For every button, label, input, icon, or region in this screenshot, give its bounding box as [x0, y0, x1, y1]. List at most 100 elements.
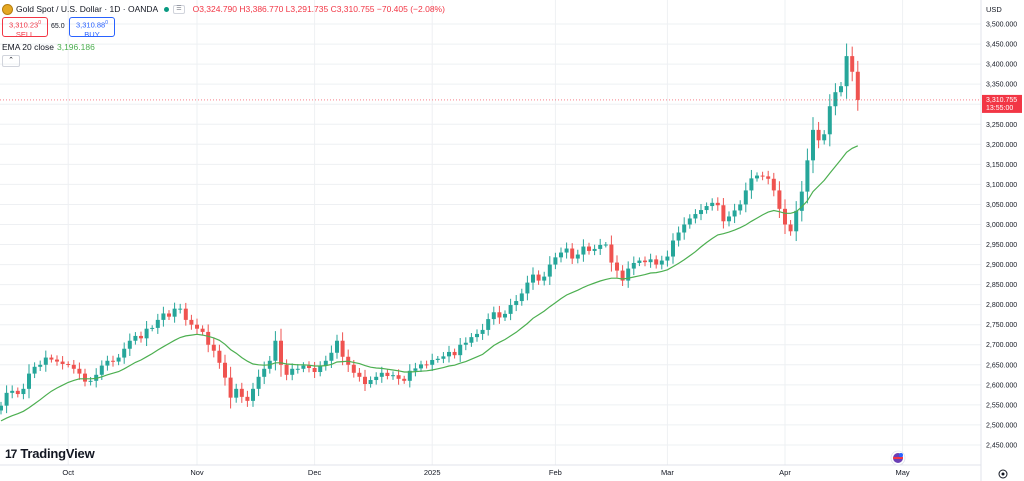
- candle-body[interactable]: [111, 360, 115, 362]
- candle-body[interactable]: [671, 240, 675, 257]
- candle-body[interactable]: [430, 359, 435, 365]
- candle-body[interactable]: [407, 370, 412, 381]
- candle-body[interactable]: [738, 204, 743, 211]
- candle-body[interactable]: [503, 313, 507, 318]
- time-axis[interactable]: Oct Nov Dec 2025 Feb Mar Apr May: [62, 468, 910, 477]
- candle-body[interactable]: [83, 373, 87, 382]
- candle-body[interactable]: [144, 328, 149, 339]
- candle-body[interactable]: [755, 175, 759, 179]
- candle-body[interactable]: [374, 376, 379, 381]
- candle-body[interactable]: [200, 328, 205, 332]
- candle-body[interactable]: [486, 319, 491, 330]
- candle-body[interactable]: [732, 210, 737, 217]
- candle-body[interactable]: [564, 248, 569, 253]
- candle-body[interactable]: [475, 333, 479, 338]
- candle-body[interactable]: [116, 357, 121, 362]
- candle-body[interactable]: [391, 375, 395, 377]
- candle-body[interactable]: [32, 366, 37, 374]
- candle-body[interactable]: [335, 340, 339, 353]
- collapse-legend-button[interactable]: ⌃: [2, 55, 20, 67]
- candle-body[interactable]: [133, 335, 138, 341]
- candle-body[interactable]: [189, 319, 194, 325]
- candle-body[interactable]: [743, 190, 748, 205]
- candle-body[interactable]: [441, 356, 446, 359]
- candle-body[interactable]: [525, 282, 530, 294]
- candle-body[interactable]: [290, 368, 295, 375]
- settings-gear-icon[interactable]: [998, 469, 1008, 479]
- candle-body[interactable]: [699, 210, 703, 215]
- candle-body[interactable]: [844, 56, 849, 87]
- candle-body[interactable]: [379, 372, 384, 377]
- candle-body[interactable]: [55, 359, 59, 362]
- candle-body[interactable]: [161, 313, 166, 320]
- candle-body[interactable]: [491, 312, 496, 320]
- candle-body[interactable]: [88, 380, 93, 382]
- candle-body[interactable]: [139, 335, 143, 339]
- candle-body[interactable]: [603, 244, 608, 246]
- ema-legend[interactable]: EMA 20 close 3,196.186: [2, 42, 95, 52]
- candle-body[interactable]: [687, 218, 692, 225]
- candle-body[interactable]: [329, 352, 334, 361]
- candle-body[interactable]: [547, 264, 552, 277]
- candle-body[interactable]: [307, 365, 311, 368]
- candle-body[interactable]: [519, 293, 524, 302]
- candle-body[interactable]: [749, 178, 754, 191]
- candle-body[interactable]: [536, 274, 541, 281]
- candle-body[interactable]: [559, 252, 563, 258]
- candle-body[interactable]: [704, 206, 709, 211]
- candle-body[interactable]: [514, 301, 519, 306]
- candle-body[interactable]: [766, 176, 771, 179]
- candle-body[interactable]: [211, 344, 216, 351]
- candle-body[interactable]: [234, 388, 239, 398]
- candle-body[interactable]: [710, 202, 715, 207]
- candle-body[interactable]: [581, 246, 586, 255]
- candle-body[interactable]: [587, 246, 591, 251]
- candle-body[interactable]: [385, 372, 390, 377]
- candle-body[interactable]: [77, 368, 82, 374]
- candle-body[interactable]: [721, 205, 726, 222]
- candle-body[interactable]: [10, 390, 15, 393]
- candle-body[interactable]: [27, 373, 31, 389]
- candle-body[interactable]: [788, 224, 793, 232]
- candle-body[interactable]: [777, 190, 782, 209]
- candle-body[interactable]: [66, 363, 71, 365]
- candle-body[interactable]: [805, 160, 810, 192]
- menu-icon[interactable]: ☰: [173, 4, 185, 14]
- candle-body[interactable]: [480, 329, 485, 334]
- candle-body[interactable]: [631, 262, 636, 269]
- candle-body[interactable]: [178, 308, 183, 310]
- candle-body[interactable]: [542, 276, 547, 281]
- candle-body[interactable]: [799, 191, 804, 211]
- candle-body[interactable]: [228, 377, 233, 398]
- candle-body[interactable]: [323, 360, 328, 366]
- candle-body[interactable]: [172, 308, 177, 317]
- candle-body[interactable]: [727, 216, 731, 222]
- candle-body[interactable]: [21, 388, 26, 395]
- candle-body[interactable]: [413, 368, 418, 371]
- candle-body[interactable]: [223, 362, 227, 378]
- candle-body[interactable]: [301, 365, 306, 369]
- candle-body[interactable]: [435, 358, 440, 360]
- candle-body[interactable]: [839, 86, 843, 93]
- candle-body[interactable]: [150, 327, 155, 329]
- candle-body[interactable]: [855, 71, 860, 100]
- candle-body[interactable]: [256, 376, 261, 389]
- sell-button[interactable]: 3,310.230 SELL: [2, 17, 48, 39]
- candle-body[interactable]: [424, 364, 429, 366]
- candle-body[interactable]: [783, 208, 787, 225]
- candle-body[interactable]: [127, 340, 132, 349]
- candle-body[interactable]: [794, 210, 799, 232]
- candle-body[interactable]: [592, 248, 597, 251]
- candle-body[interactable]: [279, 340, 283, 365]
- candle-body[interactable]: [105, 360, 110, 366]
- candle-body[interactable]: [715, 202, 720, 206]
- tradingview-logo[interactable]: 17 TradingView: [5, 446, 95, 461]
- candle-body[interactable]: [312, 367, 317, 372]
- candle-body[interactable]: [245, 396, 250, 401]
- candle-body[interactable]: [43, 357, 48, 365]
- candle-body[interactable]: [760, 175, 765, 177]
- candle-body[interactable]: [643, 260, 647, 263]
- candle-body[interactable]: [284, 364, 289, 375]
- candle-body[interactable]: [363, 376, 367, 385]
- candle-body[interactable]: [340, 340, 345, 357]
